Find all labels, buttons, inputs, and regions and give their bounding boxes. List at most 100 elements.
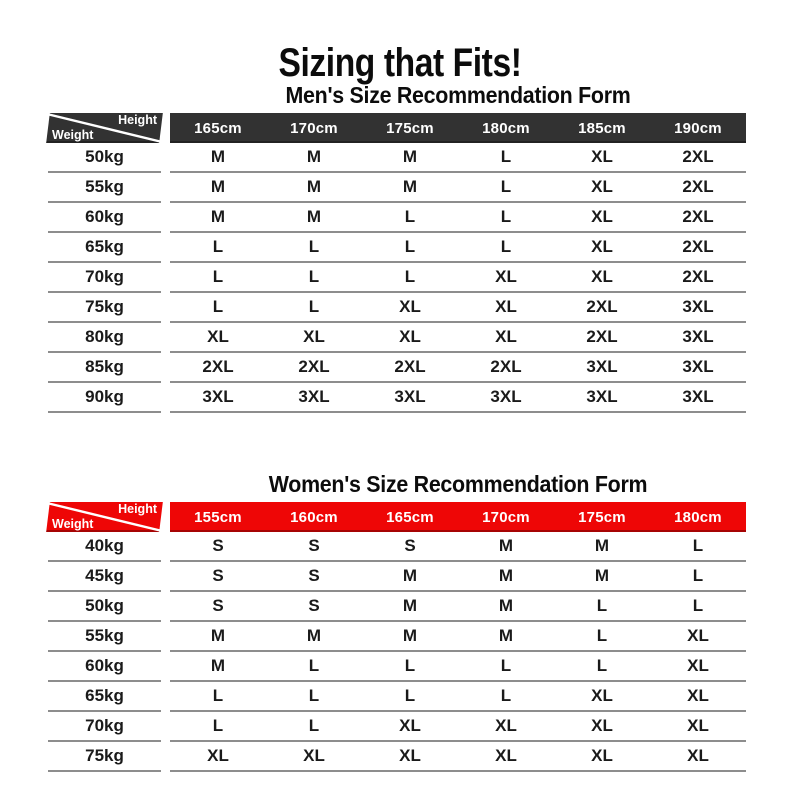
height-column-header: 170cm	[290, 119, 338, 137]
size-cell: XL	[399, 716, 421, 735]
size-cell: XL	[591, 267, 613, 286]
size-cell: 2XL	[682, 207, 714, 226]
height-column-header: 170cm	[482, 508, 530, 526]
table-row: 75kg L L XL XL 2XL 3XL	[0, 293, 800, 323]
size-cell: L	[308, 686, 320, 705]
womens-table-title: Women's Size Recommendation Form	[268, 471, 648, 497]
size-cell: M	[594, 536, 610, 555]
height-weight-corner-cell: Height Weight	[46, 113, 163, 143]
mens-table-rows: 50kg M M M L XL 2XL 55kg M M M L XL 2XL 60kg M M L L XL 2XL 6…	[0, 143, 800, 413]
size-cell: M	[402, 177, 418, 196]
size-cell: XL	[399, 327, 421, 346]
size-cell: XL	[399, 297, 421, 316]
weight-label: 85kg	[48, 353, 161, 383]
table-row: 45kg S S M M M L	[0, 562, 800, 592]
weight-label: 55kg	[48, 622, 161, 652]
weight-label: 70kg	[48, 712, 161, 742]
size-cell: 2XL	[586, 297, 618, 316]
size-cell: M	[498, 626, 514, 645]
size-cell: M	[210, 177, 226, 196]
table-row: 80kg XL XL XL XL 2XL 3XL	[0, 323, 800, 353]
size-cell: XL	[591, 177, 613, 196]
size-cell: M	[498, 566, 514, 585]
weight-label: 50kg	[48, 592, 161, 622]
size-cell: L	[212, 686, 224, 705]
weight-label: 65kg	[48, 233, 161, 263]
size-cell: L	[596, 656, 608, 675]
size-cell: M	[306, 207, 322, 226]
womens-table-rows: 40kg S S S M M L 45kg S S M M M L 50kg S S M M L L 55kg M M M M L X…	[0, 532, 800, 772]
height-column-header: 180cm	[482, 119, 530, 137]
size-cell: XL	[495, 327, 517, 346]
height-weight-corner-cell: Height Weight	[46, 502, 163, 532]
weight-label: 80kg	[48, 323, 161, 353]
height-column-header: 160cm	[290, 508, 338, 526]
size-cell: L	[404, 207, 416, 226]
size-cell: 2XL	[682, 267, 714, 286]
table-row: 50kg M M M L XL 2XL	[0, 143, 800, 173]
height-column-header: 165cm	[194, 119, 242, 137]
size-cell: L	[692, 596, 704, 615]
size-cells: L L XL XL XL XL	[170, 712, 746, 742]
size-cell: M	[210, 147, 226, 166]
size-cell: 2XL	[394, 357, 426, 376]
size-cells: XL XL XL XL XL XL	[170, 742, 746, 772]
table-row: 70kg L L L XL XL 2XL	[0, 263, 800, 293]
size-cell: L	[500, 207, 512, 226]
size-cell: M	[306, 177, 322, 196]
size-cell: 3XL	[490, 387, 522, 406]
size-cell: XL	[591, 746, 613, 765]
size-cell: XL	[687, 746, 709, 765]
mens-size-table: Men's Size Recommendation Form Height We…	[0, 80, 800, 413]
diagonal-line	[48, 502, 161, 532]
size-cell: L	[212, 716, 224, 735]
size-cell: XL	[591, 147, 613, 166]
size-cell: 2XL	[490, 357, 522, 376]
table-row: 60kg M M L L XL 2XL	[0, 203, 800, 233]
weight-label: 60kg	[48, 652, 161, 682]
table-row: 60kg M L L L L XL	[0, 652, 800, 682]
size-cell: 3XL	[682, 327, 714, 346]
size-cell: S	[308, 566, 320, 585]
size-cell: 2XL	[682, 147, 714, 166]
size-cells: L L L L XL 2XL	[170, 233, 746, 263]
height-column-header: 185cm	[578, 119, 626, 137]
size-cell: M	[210, 626, 226, 645]
size-cell: M	[402, 147, 418, 166]
size-cell: M	[498, 536, 514, 555]
size-cell: 2XL	[202, 357, 234, 376]
size-cells: M M M L XL 2XL	[170, 173, 746, 203]
size-cell: M	[594, 566, 610, 585]
womens-size-table: Women's Size Recommendation Form Height …	[0, 470, 800, 772]
size-cell: 2XL	[586, 327, 618, 346]
table-row: 70kg L L XL XL XL XL	[0, 712, 800, 742]
size-cell: L	[308, 297, 320, 316]
height-column-header: 180cm	[674, 508, 722, 526]
size-cell: L	[500, 177, 512, 196]
weight-label: 60kg	[48, 203, 161, 233]
size-cell: L	[500, 656, 512, 675]
size-cell: L	[404, 686, 416, 705]
height-column-header: 175cm	[386, 119, 434, 137]
size-cell: 3XL	[298, 387, 330, 406]
weight-label: 50kg	[48, 143, 161, 173]
size-cells: L L L XL XL 2XL	[170, 263, 746, 293]
weight-label: 70kg	[48, 263, 161, 293]
size-cell: 3XL	[682, 387, 714, 406]
weight-label: 90kg	[48, 383, 161, 413]
table-row: 55kg M M M M L XL	[0, 622, 800, 652]
corner-height-label: Height	[118, 502, 157, 516]
weight-label: 40kg	[48, 532, 161, 562]
height-column-header: 175cm	[578, 508, 626, 526]
size-cell: M	[306, 626, 322, 645]
corner-weight-label: Weight	[52, 128, 94, 142]
size-cell: L	[404, 237, 416, 256]
size-cell: S	[404, 536, 416, 555]
size-cell: S	[212, 536, 224, 555]
table-row: 65kg L L L L XL XL	[0, 682, 800, 712]
table-row: 50kg S S M M L L	[0, 592, 800, 622]
size-cells: 3XL 3XL 3XL 3XL 3XL 3XL	[170, 383, 746, 413]
